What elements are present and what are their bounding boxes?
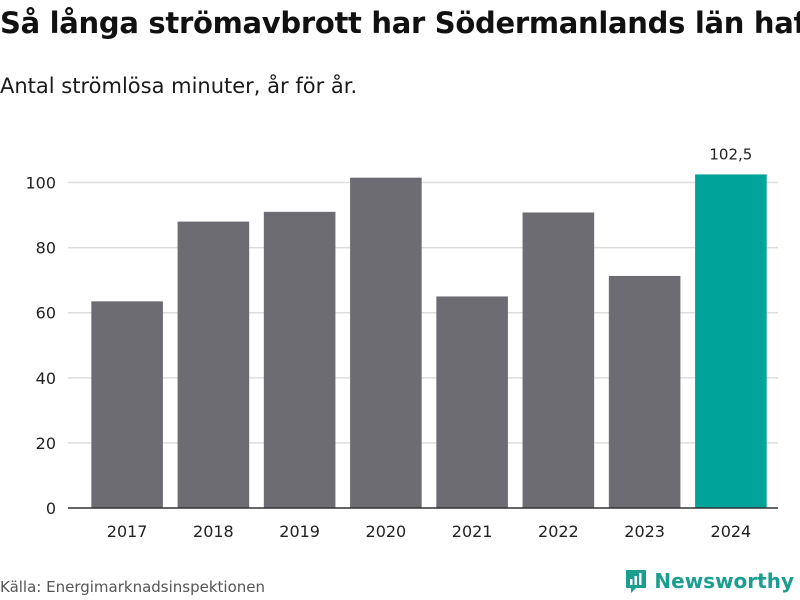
- bar-2017: [91, 301, 163, 508]
- x-tick-label-2024: 2024: [711, 522, 752, 541]
- x-tick-label-2021: 2021: [452, 522, 493, 541]
- bar-2024: [695, 174, 767, 508]
- x-tick-label-2020: 2020: [366, 522, 407, 541]
- y-tick-label-80: 80: [36, 239, 56, 258]
- chart-title: Så långa strömavbrott har Södermanlands …: [0, 6, 800, 40]
- bar-2020: [350, 177, 422, 508]
- newsworthy-logo-icon: [626, 570, 647, 593]
- x-tick-label-2017: 2017: [107, 522, 148, 541]
- source-note: Källa: Energimarknadsinspektionen: [0, 578, 266, 596]
- x-tick-label-2019: 2019: [279, 522, 320, 541]
- bar-2022: [522, 212, 595, 508]
- bar-2023: [608, 275, 681, 508]
- y-tick-label-20: 20: [36, 434, 56, 453]
- x-tick-label-2023: 2023: [624, 522, 665, 541]
- bar-2021: [436, 296, 508, 508]
- brand-name: Newsworthy: [654, 569, 794, 593]
- y-tick-label-40: 40: [36, 369, 56, 388]
- brand-logo: Newsworthy: [624, 568, 794, 594]
- bar-2019: [263, 211, 336, 508]
- data-label-2024: 102,5: [709, 145, 752, 163]
- bar-chart: 0 20 40 60 80 100 2017 2018 2019 2020 2021 2022 2023…: [25, 145, 778, 541]
- y-tick-label-60: 60: [36, 304, 56, 323]
- y-tick-label-0: 0: [46, 499, 56, 518]
- bar-2018: [177, 221, 250, 508]
- chart-subtitle: Antal strömlösa minuter, år för år.: [0, 74, 358, 98]
- x-tick-label-2022: 2022: [538, 522, 579, 541]
- y-tick-label-100: 100: [25, 174, 56, 193]
- x-tick-label-2018: 2018: [193, 522, 234, 541]
